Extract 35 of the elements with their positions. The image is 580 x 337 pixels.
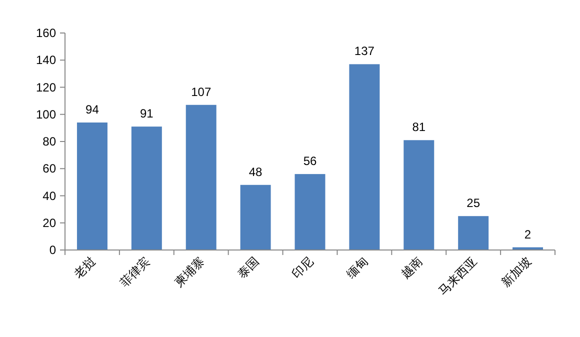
y-tick-label: 140 (36, 53, 56, 68)
x-tick-label: 新加坡 (498, 254, 534, 290)
x-tick-label: 马来西亚 (436, 254, 480, 298)
x-tick-label: 越南 (398, 254, 426, 282)
bar (294, 174, 326, 250)
y-tick-label: 120 (36, 80, 56, 94)
x-tick-label: 菲律宾 (117, 254, 153, 290)
y-tick-label: 80 (42, 134, 56, 148)
x-tick-label: 印尼 (289, 254, 316, 282)
y-tick-label: 40 (42, 188, 56, 203)
data-label: 107 (191, 84, 212, 99)
x-tick-label: 缅甸 (344, 254, 371, 282)
bar (76, 122, 108, 250)
data-label: 94 (86, 102, 100, 117)
bar (349, 64, 380, 250)
bar (458, 216, 489, 250)
data-label: 137 (354, 44, 375, 58)
y-tick-label: 0 (49, 243, 56, 257)
y-tick-label: 60 (42, 162, 56, 176)
data-label: 48 (248, 164, 263, 179)
x-tick-label: 泰国 (234, 254, 262, 282)
x-tick-label: 老挝 (71, 254, 98, 282)
data-label: 2 (524, 227, 532, 242)
bar (186, 104, 216, 250)
bar (404, 140, 434, 250)
y-tick-label: 100 (36, 107, 56, 122)
data-label: 81 (412, 120, 426, 134)
data-label: 91 (140, 106, 154, 121)
bar (131, 126, 162, 250)
data-label: 56 (303, 154, 317, 168)
x-tick-label: 柬埔寨 (172, 254, 208, 290)
bar (240, 184, 271, 250)
data-label: 25 (466, 196, 480, 210)
y-tick-label: 160 (36, 26, 56, 40)
y-tick-label: 20 (42, 216, 56, 230)
